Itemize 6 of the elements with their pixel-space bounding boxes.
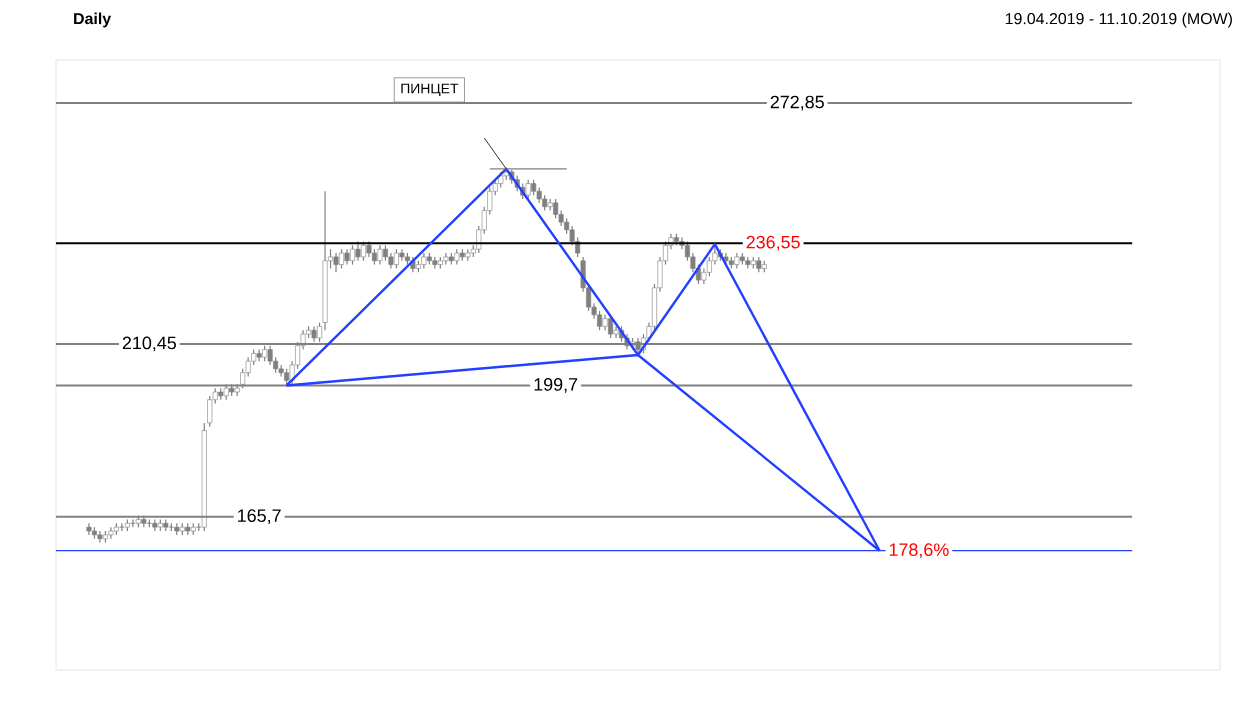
text: 178,6% — [889, 543, 949, 559]
ref-line-label: 199,7 — [534, 378, 578, 393]
ref-line-label: 236,55 — [746, 235, 800, 251]
ref-line-label: 210,45 — [122, 336, 176, 352]
ref-line-label: 165,7 — [238, 509, 281, 525]
ref-line-label: 272,85 — [770, 95, 824, 111]
